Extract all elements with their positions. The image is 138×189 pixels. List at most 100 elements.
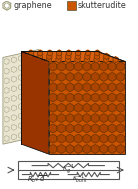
Polygon shape	[18, 94, 23, 100]
Circle shape	[66, 94, 74, 101]
Polygon shape	[56, 57, 61, 63]
Polygon shape	[33, 52, 38, 58]
Circle shape	[83, 135, 91, 143]
Polygon shape	[4, 3, 9, 9]
Circle shape	[117, 135, 124, 143]
Polygon shape	[85, 53, 90, 60]
Polygon shape	[18, 55, 23, 61]
Text: $R_b\sqrt{d}$: $R_b\sqrt{d}$	[27, 173, 47, 185]
Polygon shape	[85, 50, 90, 56]
Circle shape	[91, 73, 99, 81]
Polygon shape	[104, 57, 109, 63]
Polygon shape	[33, 81, 38, 87]
Polygon shape	[4, 97, 9, 103]
Circle shape	[83, 63, 91, 70]
Polygon shape	[95, 50, 100, 56]
Polygon shape	[11, 105, 16, 111]
Circle shape	[108, 73, 116, 81]
Polygon shape	[18, 65, 23, 71]
Polygon shape	[18, 84, 23, 90]
Polygon shape	[33, 71, 38, 77]
Circle shape	[83, 94, 91, 101]
Circle shape	[49, 114, 57, 122]
Text: $\kappa_g^{-1}$: $\kappa_g^{-1}$	[62, 163, 75, 177]
Circle shape	[117, 124, 124, 132]
Polygon shape	[3, 50, 39, 144]
Polygon shape	[26, 102, 31, 108]
Polygon shape	[26, 112, 31, 118]
Circle shape	[117, 114, 124, 122]
Circle shape	[83, 124, 91, 132]
Polygon shape	[11, 115, 16, 121]
Circle shape	[58, 124, 65, 132]
Polygon shape	[18, 103, 23, 109]
Polygon shape	[21, 51, 49, 154]
Polygon shape	[94, 57, 99, 63]
Circle shape	[74, 104, 82, 112]
Polygon shape	[26, 54, 31, 60]
Polygon shape	[4, 68, 9, 74]
Circle shape	[66, 114, 74, 122]
Polygon shape	[46, 57, 51, 63]
Circle shape	[108, 94, 116, 101]
Circle shape	[100, 124, 108, 132]
Polygon shape	[84, 57, 90, 63]
Polygon shape	[47, 50, 52, 56]
Polygon shape	[38, 50, 43, 56]
Circle shape	[58, 83, 65, 91]
Polygon shape	[11, 67, 16, 73]
Circle shape	[74, 114, 82, 122]
Circle shape	[100, 63, 108, 70]
Circle shape	[108, 114, 116, 122]
Polygon shape	[4, 136, 9, 142]
Circle shape	[117, 83, 124, 91]
Polygon shape	[33, 119, 38, 125]
Polygon shape	[66, 50, 71, 56]
Polygon shape	[33, 110, 38, 116]
Polygon shape	[11, 134, 16, 140]
Polygon shape	[26, 131, 31, 137]
Circle shape	[108, 145, 116, 153]
Circle shape	[100, 135, 108, 143]
Circle shape	[74, 94, 82, 101]
Circle shape	[100, 83, 108, 91]
Circle shape	[100, 104, 108, 112]
Polygon shape	[26, 121, 31, 127]
Polygon shape	[11, 95, 16, 101]
Polygon shape	[4, 58, 9, 64]
Circle shape	[108, 135, 116, 143]
Circle shape	[58, 63, 65, 70]
Circle shape	[66, 145, 74, 153]
Circle shape	[58, 73, 65, 81]
Circle shape	[49, 83, 57, 91]
Polygon shape	[11, 76, 16, 82]
Polygon shape	[47, 53, 52, 60]
Circle shape	[100, 73, 108, 81]
Polygon shape	[11, 124, 16, 130]
Text: skutterudite: skutterudite	[78, 1, 126, 10]
Circle shape	[74, 124, 82, 132]
Circle shape	[58, 104, 65, 112]
Circle shape	[108, 104, 116, 112]
Polygon shape	[26, 83, 31, 89]
Circle shape	[108, 63, 116, 70]
Circle shape	[100, 145, 108, 153]
Circle shape	[49, 94, 57, 101]
Text: $\kappa_{bulk}^{-1}$: $\kappa_{bulk}^{-1}$	[72, 172, 88, 186]
Polygon shape	[33, 129, 38, 135]
Circle shape	[91, 104, 99, 112]
Polygon shape	[18, 132, 23, 138]
Polygon shape	[113, 57, 118, 63]
Circle shape	[91, 94, 99, 101]
Circle shape	[117, 63, 124, 70]
Circle shape	[117, 145, 124, 153]
Circle shape	[66, 63, 74, 70]
Polygon shape	[4, 78, 9, 84]
Circle shape	[49, 63, 57, 70]
Bar	[18, 161, 119, 179]
Circle shape	[83, 83, 91, 91]
Circle shape	[49, 73, 57, 81]
Circle shape	[66, 104, 74, 112]
Polygon shape	[75, 57, 80, 63]
Circle shape	[74, 83, 82, 91]
